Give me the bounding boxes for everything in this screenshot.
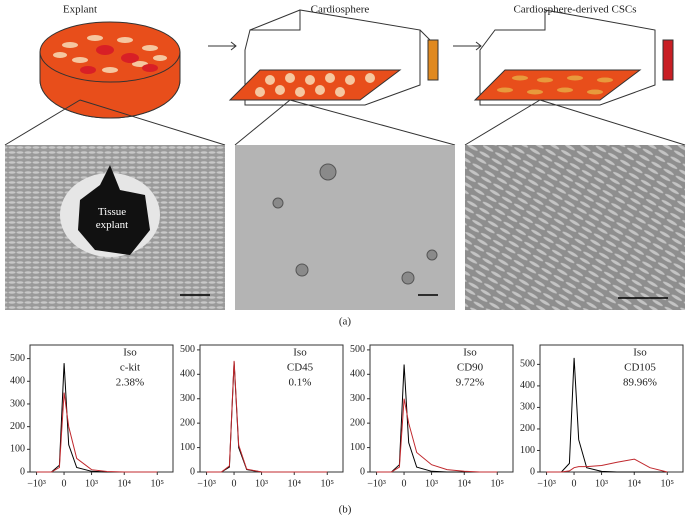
x-tick-label: 10⁴ — [458, 478, 472, 489]
panel-caption: (b) — [339, 504, 352, 516]
histogram-line — [376, 398, 498, 473]
y-tick-label: 300 — [350, 393, 365, 404]
x-tick-label: 0 — [402, 478, 407, 489]
cardiosphere-micrograph — [235, 145, 455, 310]
stage-label: Cardiosphere-derived CSCs — [513, 4, 636, 16]
stage-label: Explant — [63, 4, 97, 16]
annotation: 9.72% — [456, 377, 484, 389]
y-tick-label: 100 — [520, 445, 535, 456]
x-tick-label: 0 — [572, 478, 577, 489]
legend-label: Iso — [293, 347, 307, 359]
y-tick-label: 300 — [10, 398, 25, 409]
y-tick-label: 500 — [350, 344, 365, 355]
x-tick-label: 10⁴ — [118, 478, 132, 489]
y-tick-label: 300 — [520, 402, 535, 413]
y-tick-label: 0 — [190, 466, 195, 477]
x-tick-label: 10³ — [85, 478, 98, 489]
y-tick-label: 200 — [180, 417, 195, 428]
x-tick-label: 10⁵ — [321, 478, 335, 489]
histogram-line — [36, 392, 158, 473]
tissue — [78, 165, 150, 255]
annotation: 89.96% — [623, 377, 657, 389]
x-tick-label: 10⁵ — [661, 478, 675, 489]
y-tick-label: 200 — [520, 423, 535, 434]
plot-frame — [539, 344, 684, 473]
tissue-label: Tissue explant — [95, 206, 129, 231]
x-tick-label: 10³ — [595, 478, 608, 489]
x-tick-label: 10³ — [255, 478, 268, 489]
x-tick-label: 0 — [62, 478, 67, 489]
legend-label: c-kit — [120, 362, 140, 374]
x-tick-label: 10³ — [425, 478, 438, 489]
y-tick-label: 300 — [180, 393, 195, 404]
y-tick-label: 0 — [530, 466, 535, 477]
annotation: 2.38% — [116, 377, 144, 389]
histogram-line — [546, 357, 668, 473]
y-tick-label: 400 — [10, 376, 25, 387]
y-tick-label: 400 — [350, 369, 365, 380]
legend-label: CD45 — [287, 362, 314, 374]
legend-label: Iso — [633, 347, 647, 359]
x-tick-label: 10⁴ — [288, 478, 302, 489]
y-tick-label: 200 — [350, 417, 365, 428]
plot-frame — [29, 344, 174, 473]
y-tick-label: 500 — [10, 353, 25, 364]
arrows — [208, 41, 482, 51]
explant-dish — [39, 21, 181, 119]
csc-micrograph — [465, 145, 685, 310]
y-tick-label: 100 — [10, 444, 25, 455]
x-tick-label: 10⁵ — [151, 478, 165, 489]
spheres — [255, 73, 375, 97]
legend-label: CD105 — [624, 362, 656, 374]
histogram-line — [546, 458, 668, 473]
y-tick-label: 500 — [520, 359, 535, 370]
spheres-micro — [272, 163, 438, 285]
y-tick-label: 0 — [360, 466, 365, 477]
x-tick-label: −10³ — [367, 478, 386, 489]
scale-bars — [180, 294, 668, 299]
tissue-label-box: Tissue explant — [95, 206, 129, 231]
legend-label: CD90 — [457, 362, 484, 374]
x-tick-label: −10³ — [27, 478, 46, 489]
y-tick-label: 500 — [180, 344, 195, 355]
histogram-line — [206, 360, 328, 473]
plot-frame — [199, 344, 344, 473]
x-tick-label: −10³ — [537, 478, 556, 489]
x-tick-label: 10⁵ — [491, 478, 505, 489]
x-tick-label: 10⁴ — [628, 478, 642, 489]
y-tick-label: 400 — [180, 369, 195, 380]
legend-label: Iso — [123, 347, 137, 359]
stage-label: Cardiosphere — [311, 4, 370, 16]
x-tick-label: 0 — [232, 478, 237, 489]
plot-frame — [369, 344, 514, 473]
x-tick-label: −10³ — [197, 478, 216, 489]
y-tick-label: 100 — [350, 442, 365, 453]
y-tick-label: 0 — [20, 466, 25, 477]
annotation: 0.1% — [289, 377, 312, 389]
y-tick-label: 200 — [10, 421, 25, 432]
legend-label: Iso — [463, 347, 477, 359]
panel-caption: (a) — [339, 316, 352, 328]
zoom-lines — [4, 99, 686, 146]
y-tick-label: 400 — [520, 380, 535, 391]
y-tick-label: 100 — [180, 442, 195, 453]
cscs — [497, 75, 613, 95]
